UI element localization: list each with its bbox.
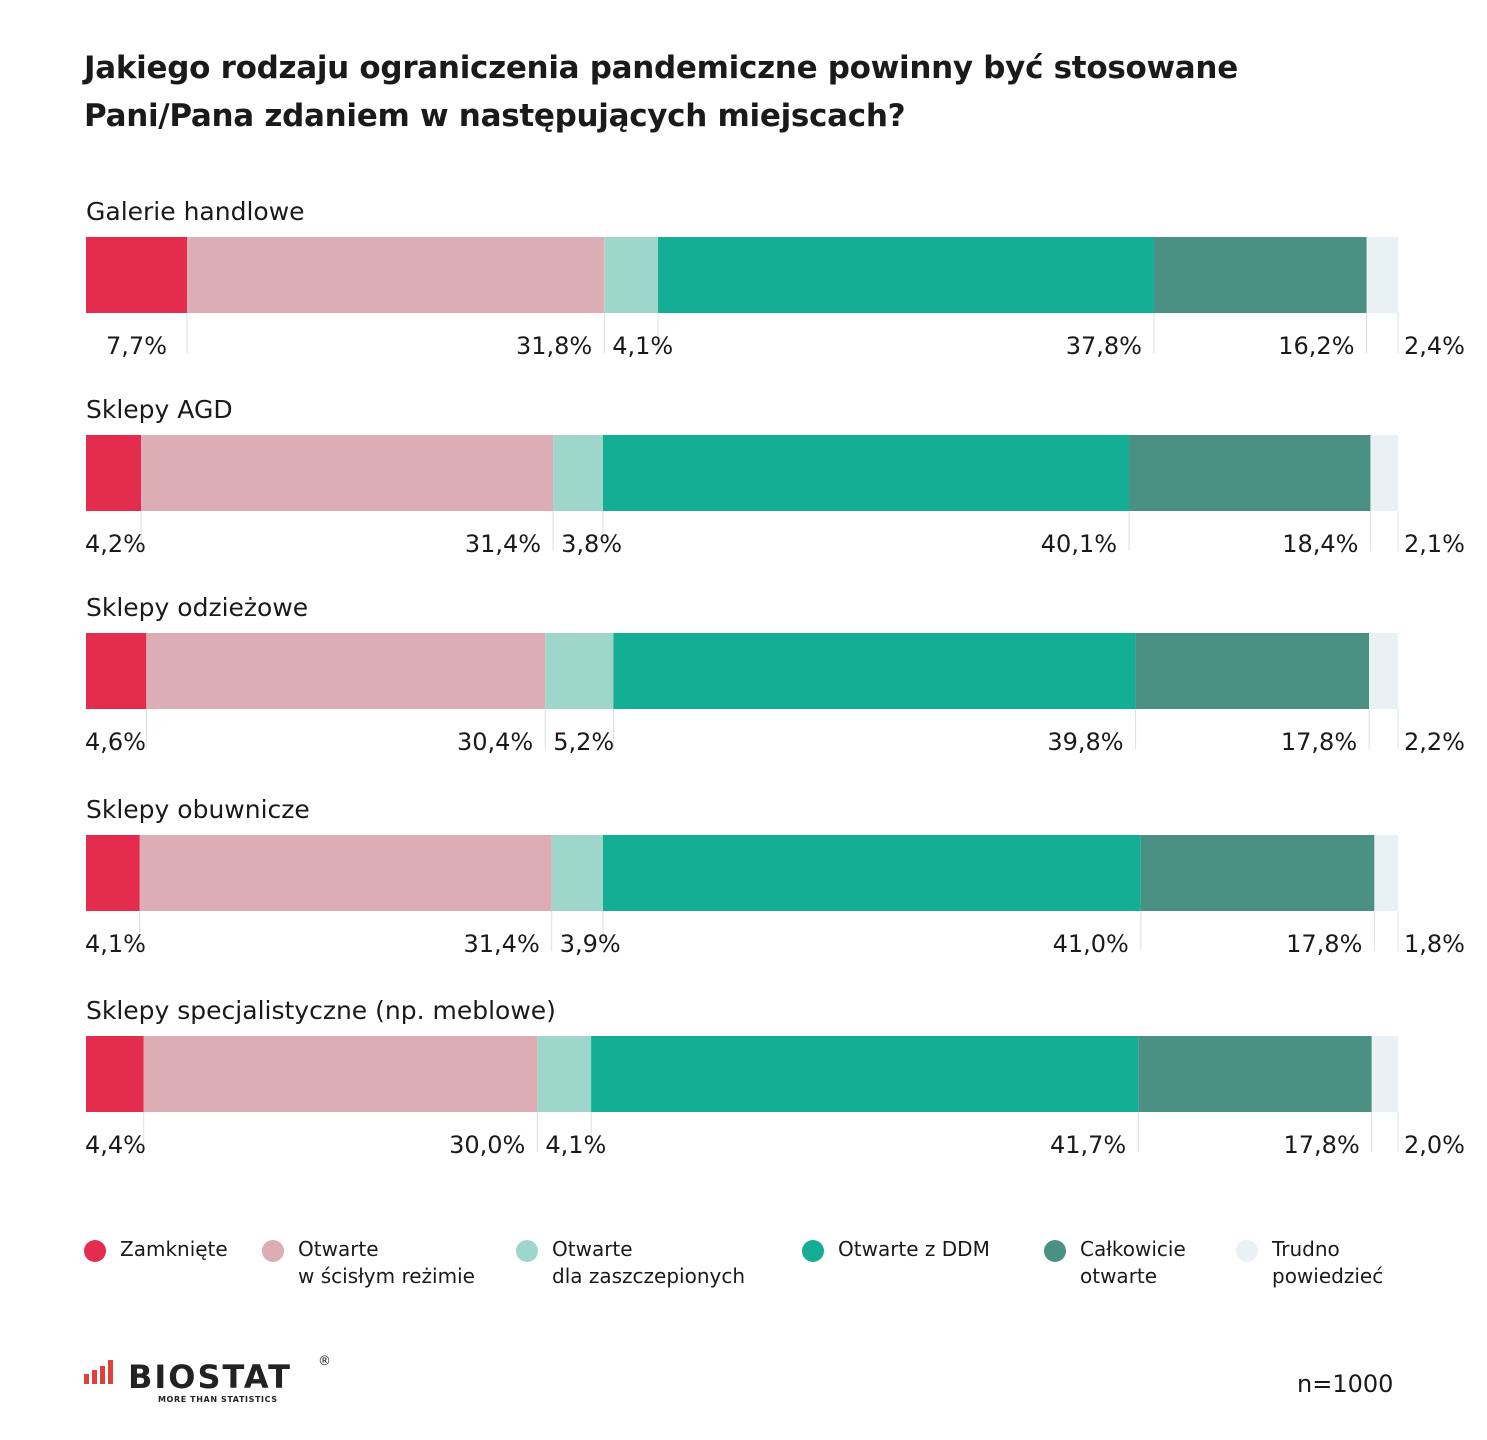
logo-bars-icon <box>84 1360 113 1384</box>
value-label: 4,4% <box>85 1131 146 1159</box>
bar-segment <box>604 237 659 313</box>
legend: Zamknięte Otwarte w ścisłym reżimie Otwar… <box>84 1236 1414 1306</box>
chart-title-line-1: Jakiego rodzaju ograniczenia pandemiczne… <box>84 50 1238 86</box>
legend-swatch-calkowicie-otwarte <box>1044 1240 1066 1262</box>
bar-segment <box>141 435 554 511</box>
bar-segment <box>86 633 147 709</box>
value-label: 4,2% <box>85 530 146 558</box>
bar-segment <box>537 1036 592 1112</box>
bar-segment <box>545 633 614 709</box>
value-label: 30,0% <box>449 1131 525 1159</box>
legend-label-otwarte-scisly-rezim: Otwarte w ścisłym reżimie <box>298 1237 475 1288</box>
bar-group-sklepy-odzie-owe: Sklepy odzieżowe 4,6% 30,4% 5,2% 39,8% 17,8% 2… <box>85 593 1465 756</box>
legend-label-calkowicie-otwarte: Całkowicie otwarte <box>1080 1237 1186 1288</box>
value-label: 40,1% <box>1041 530 1117 558</box>
value-label: 37,8% <box>1066 332 1142 360</box>
bar-segment <box>1370 435 1398 511</box>
legend-label-otwarte-zaszczepieni: Otwarte dla zaszczepionych <box>552 1237 746 1288</box>
value-label: 4,1% <box>612 332 673 360</box>
category-label: Sklepy specjalistyczne (np. meblowe) <box>86 996 556 1025</box>
bar-segment <box>551 835 603 911</box>
value-label: 18,4% <box>1282 530 1358 558</box>
legend-label-trudno-powiedziec: Trudno powiedzieć <box>1272 1237 1384 1288</box>
bar-segment <box>1135 633 1370 709</box>
category-label: Sklepy obuwnicze <box>86 795 310 824</box>
value-label: 39,8% <box>1047 728 1123 756</box>
bar-group-sklepy-obuwnicze: Sklepy obuwnicze 4,1% 31,4% 3,9% 41,0% 17,8% 1… <box>85 795 1465 958</box>
bar-segment <box>86 237 188 313</box>
bar-segment <box>86 835 140 911</box>
bar-segment <box>602 835 1141 911</box>
value-label: 31,4% <box>464 930 540 958</box>
bar-segment <box>613 633 1136 709</box>
value-label: 17,8% <box>1286 930 1362 958</box>
bar-segment <box>602 435 1130 511</box>
bar-segment <box>86 1036 144 1112</box>
logo-registered-mark: ® <box>318 1354 331 1369</box>
legend-label-zamkniete: Zamknięte <box>120 1237 228 1261</box>
value-label: 17,8% <box>1284 1131 1360 1159</box>
bar-segment <box>1366 237 1398 313</box>
bar-segment <box>143 1036 538 1112</box>
value-label: 2,0% <box>1404 1131 1465 1159</box>
legend-swatch-otwarte-ddm <box>802 1240 824 1262</box>
bar-segment <box>146 633 546 709</box>
bar-group-sklepy-specjalistyczne-np-meblowe: Sklepy specjalistyczne (np. meblowe) 4,4%… <box>85 996 1465 1159</box>
value-label: 7,7% <box>106 332 167 360</box>
chart-title: Jakiego rodzaju ograniczenia pandemiczne… <box>84 44 1384 140</box>
legend-swatch-trudno-powiedziec <box>1236 1240 1258 1262</box>
value-label: 3,8% <box>561 530 622 558</box>
bar-segment <box>591 1036 1139 1112</box>
legend-swatch-zamkniete <box>84 1240 106 1262</box>
value-label: 2,1% <box>1404 530 1465 558</box>
stacked-bar-chart: Galerie handlowe 7,7% 31,8% 4,1% 37,8% 16,2% 2… <box>85 197 1465 1159</box>
biostat-logo: BIOSTAT ® MORE THAN STATISTICS <box>84 1354 344 1408</box>
value-label: 5,2% <box>553 728 614 756</box>
value-label: 1,8% <box>1404 930 1465 958</box>
value-label: 16,2% <box>1278 332 1354 360</box>
logo-tagline: MORE THAN STATISTICS <box>158 1395 278 1404</box>
bar-group-galerie-handlowe: Galerie handlowe 7,7% 31,8% 4,1% 37,8% 16,2% 2… <box>86 197 1465 360</box>
bar-segment <box>658 237 1154 313</box>
bar-segment <box>1371 1036 1398 1112</box>
logo-brand: BIOSTAT <box>128 1358 292 1396</box>
value-label: 31,4% <box>465 530 541 558</box>
value-label: 3,9% <box>560 930 621 958</box>
bar-segment <box>1369 633 1398 709</box>
value-label: 30,4% <box>457 728 533 756</box>
chart-title-line-2: Pani/Pana zdaniem w następujących miejsc… <box>84 98 906 134</box>
bar-segment <box>1140 835 1375 911</box>
bar-segment <box>86 435 142 511</box>
bar-segment <box>553 435 603 511</box>
bar-segment <box>1138 1036 1372 1112</box>
bar-segment <box>139 835 552 911</box>
value-label: 2,2% <box>1404 728 1465 756</box>
category-label: Sklepy AGD <box>86 395 233 424</box>
value-label: 2,4% <box>1404 332 1465 360</box>
bar-segment <box>1374 835 1398 911</box>
bar-segment <box>1153 237 1367 313</box>
value-label: 41,0% <box>1053 930 1129 958</box>
value-label: 31,8% <box>516 332 592 360</box>
category-label: Galerie handlowe <box>86 197 305 226</box>
sample-size: n=1000 <box>1297 1370 1394 1398</box>
value-label: 4,6% <box>85 728 146 756</box>
legend-swatch-otwarte-scisly-rezim <box>262 1240 284 1262</box>
value-label: 41,7% <box>1050 1131 1126 1159</box>
legend-swatch-otwarte-zaszczepieni <box>516 1240 538 1262</box>
category-label: Sklepy odzieżowe <box>86 593 308 622</box>
value-label: 17,8% <box>1281 728 1357 756</box>
bar-group-sklepy-agd: Sklepy AGD 4,2% 31,4% 3,8% 40,1% 18,4% 2,1% <box>85 395 1465 558</box>
bar-segment <box>187 237 605 313</box>
legend-label-otwarte-ddm: Otwarte z DDM <box>838 1237 990 1261</box>
bar-segment <box>1129 435 1371 511</box>
value-label: 4,1% <box>85 930 146 958</box>
value-label: 4,1% <box>545 1131 606 1159</box>
